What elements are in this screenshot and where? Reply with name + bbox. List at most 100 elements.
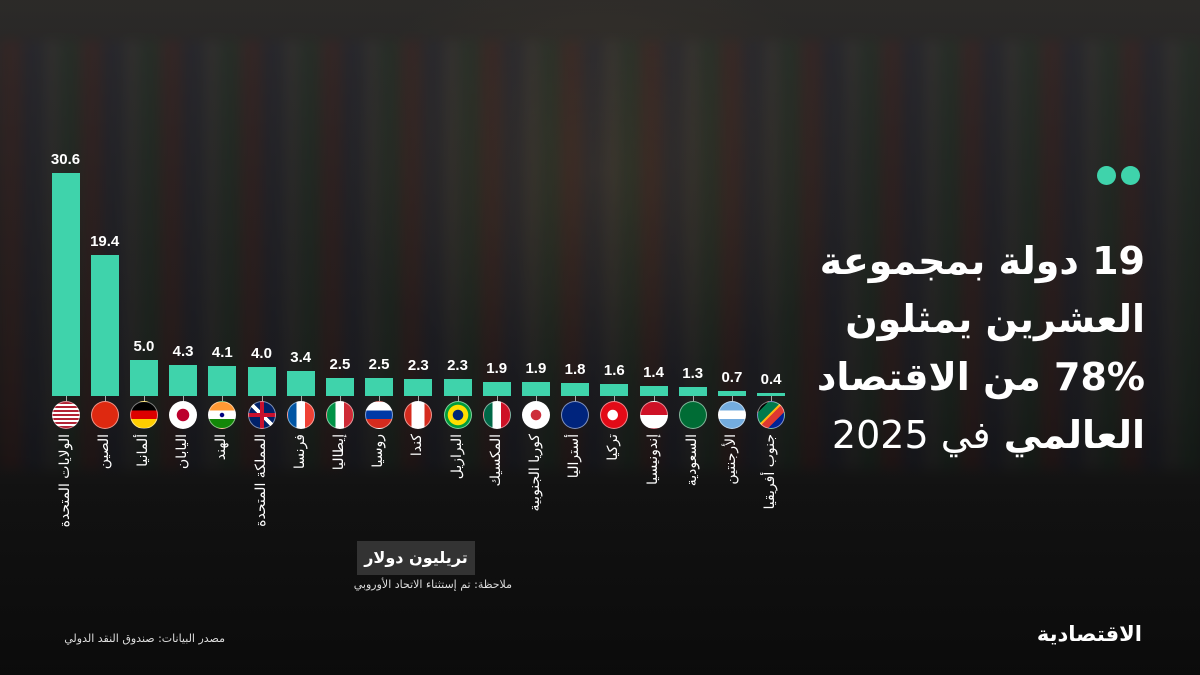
- bar: [325, 377, 354, 396]
- value-label: 1.4: [643, 363, 664, 381]
- bar: [561, 382, 590, 396]
- flag-tr-icon: [600, 401, 629, 429]
- flag-br-icon: [443, 401, 472, 429]
- value-label: 1.6: [603, 362, 625, 380]
- flag-ca-icon: [404, 401, 433, 429]
- tick: [104, 396, 106, 402]
- category-label: تركيا: [605, 434, 622, 461]
- tick: [496, 396, 498, 402]
- bar: [51, 173, 80, 396]
- headline-line-1: 19 دولة بمجموعة: [819, 239, 1145, 283]
- brand-dots-icon: [1097, 166, 1145, 189]
- unit-label: تريليون دولار: [357, 541, 475, 575]
- headline-line-4: العالمي في 2025: [765, 406, 1145, 464]
- value-label: 0.4: [760, 371, 782, 389]
- flag-us-icon: [51, 401, 80, 429]
- flag-jp-icon: [169, 401, 198, 429]
- flag-au-icon: [561, 401, 590, 429]
- bar: [717, 390, 746, 396]
- category-label: روسيا: [370, 434, 387, 468]
- tick: [379, 396, 381, 402]
- tick: [731, 396, 733, 402]
- value-label: 1.9: [486, 360, 508, 378]
- flag-mx-icon: [482, 401, 511, 429]
- bar: [757, 393, 786, 396]
- headline-bold: العالمي: [1003, 413, 1145, 457]
- category-label: إندونيسيا: [644, 434, 661, 485]
- logo: الاقتصادية: [1036, 622, 1142, 646]
- data-source: مصدر البيانات: صندوق النقد الدولي: [64, 632, 225, 645]
- flag-kr-icon: [521, 401, 550, 429]
- category-label: أستراليا: [566, 434, 583, 479]
- flag-it-icon: [325, 401, 354, 429]
- value-label: 1.9: [525, 360, 547, 378]
- bar: [639, 385, 668, 396]
- bar: [404, 379, 433, 396]
- tick: [692, 396, 694, 402]
- tick: [65, 396, 67, 402]
- value-label: 2.3: [407, 357, 429, 375]
- value-label: 3.4: [290, 349, 312, 367]
- value-label: 30.6: [50, 151, 81, 168]
- flag-gb-icon: [247, 401, 276, 429]
- flag-ru-icon: [365, 401, 394, 429]
- category-label: المكسيك: [487, 434, 504, 487]
- tick: [653, 396, 655, 402]
- bar: [678, 386, 707, 396]
- value-label: 2.5: [329, 355, 351, 373]
- headline: 19 دولة بمجموعة العشرين يمثلون 78% من ال…: [765, 232, 1145, 464]
- bar: [208, 366, 237, 396]
- tick: [614, 396, 616, 402]
- category-label: الولايات المتحدة: [56, 434, 73, 528]
- flag-fr-icon: [286, 401, 315, 429]
- bar: [286, 371, 315, 396]
- value-label: 1.3: [682, 364, 704, 382]
- value-label: 4.3: [172, 342, 194, 360]
- category-label: المملكة المتحدة: [252, 434, 269, 527]
- tick: [143, 396, 145, 402]
- headline-light: في 2025: [831, 413, 991, 457]
- category-label: الهند: [213, 434, 230, 461]
- value-label: 4.1: [211, 344, 233, 362]
- tick: [418, 396, 420, 402]
- tick: [261, 396, 263, 402]
- tick: [183, 396, 185, 402]
- bar-chart: 30.6 الولايات المتحدة 19.4 الصين 5.0 ألمانيا 4…: [50, 151, 786, 528]
- category-label: الأرجنتين: [722, 434, 739, 485]
- flag-sa-icon: [678, 401, 707, 429]
- category-label: اليابان: [174, 434, 191, 470]
- flag-de-icon: [129, 401, 158, 429]
- tick: [339, 396, 341, 402]
- flag-cn-icon: [90, 401, 119, 429]
- category-label: ألمانيا: [134, 434, 151, 467]
- flag-in-icon: [208, 401, 237, 429]
- value-label: 2.3: [447, 357, 468, 375]
- category-label: السعودية: [683, 434, 700, 487]
- category-label: البرازيل: [448, 434, 465, 480]
- headline-line-2: العشرين يمثلون: [845, 297, 1145, 341]
- bar: [521, 382, 550, 396]
- value-label: 4.0: [251, 344, 272, 362]
- flag-za-icon: [757, 401, 786, 429]
- bar: [365, 377, 394, 396]
- note: ملاحظة: تم إستثناء الاتحاد الأوروبي: [353, 578, 512, 591]
- tick: [222, 396, 224, 402]
- bar: [90, 254, 119, 396]
- value-label: 5.0: [133, 337, 155, 355]
- flag-ar-icon: [717, 401, 746, 429]
- bar: [443, 379, 472, 396]
- tick: [575, 396, 577, 402]
- category-label: إيطاليا: [330, 434, 347, 471]
- headline-line-3: 78% من الاقتصاد: [816, 355, 1145, 399]
- tick: [457, 396, 459, 402]
- tick: [535, 396, 537, 402]
- bar: [482, 382, 511, 396]
- bar: [169, 364, 198, 396]
- tick: [771, 396, 773, 402]
- category-label: فرنسا: [291, 434, 308, 470]
- flag-id-icon: [639, 401, 668, 429]
- category-label: الصين: [95, 434, 112, 470]
- bar: [600, 384, 629, 396]
- tick: [300, 396, 302, 402]
